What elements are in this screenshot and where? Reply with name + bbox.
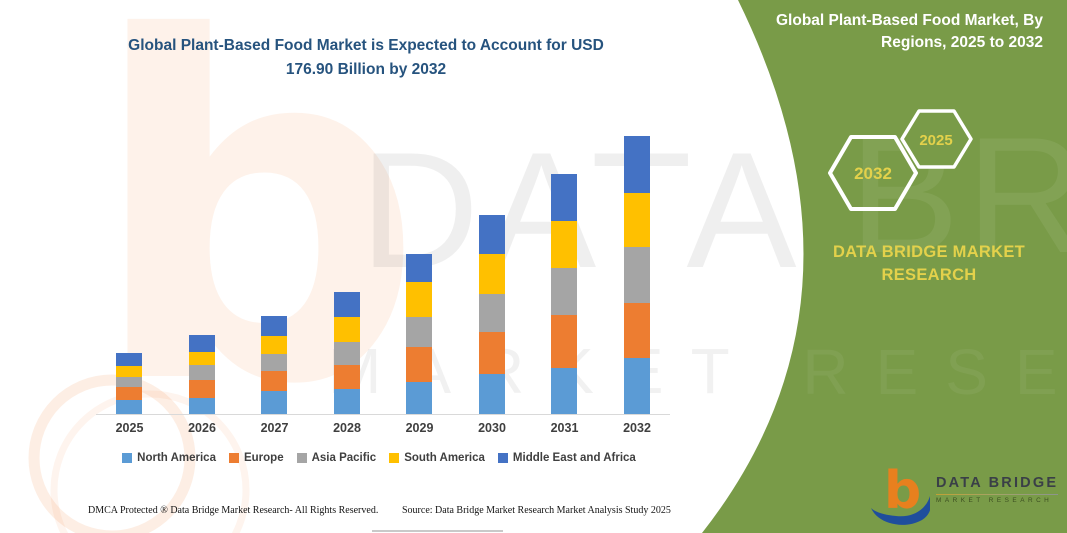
watermark-b-monogram: b <box>88 0 425 487</box>
bar-segment-2030-north-america <box>478 373 505 414</box>
x-axis-label-2031: 2031 <box>550 421 579 435</box>
logo-divider <box>936 494 1059 495</box>
legend-swatch-icon <box>389 453 400 463</box>
legend-label: Europe <box>243 452 284 464</box>
bar-segment-2029-middle-east-and-africa <box>406 253 433 283</box>
hexagon-2025-label: 2025 <box>919 132 952 149</box>
legend-label: South America <box>404 452 485 464</box>
legend-item-north-america: North America <box>122 452 216 464</box>
x-axis-labels: 2025 2026 2027 2028 2029 2030 2031 2032 <box>93 421 673 439</box>
chart-title: Global Plant-Based Food Market is Expect… <box>128 37 604 78</box>
footer-source-text: Source: Data Bridge Market Research Mark… <box>402 505 671 516</box>
bar-segment-2025-south-america <box>116 365 143 378</box>
bar-segment-2029-asia-pacific <box>406 317 433 348</box>
legend-label: Asia Pacific <box>311 452 377 464</box>
bar-segment-2030-asia-pacific <box>478 293 505 333</box>
bar-segment-2032-north-america <box>623 357 650 414</box>
logo-title: DATA BRIDGE <box>936 475 1059 491</box>
stacked-bar-plot <box>93 118 673 414</box>
bar-segment-2026-europe <box>188 379 215 399</box>
legend-item-south-america: South America <box>389 452 485 464</box>
bar-segment-2025-middle-east-and-africa <box>116 353 143 366</box>
x-axis-line <box>96 414 670 415</box>
chart-legend: North America Europe Asia Pacific South Ame… <box>85 452 673 464</box>
legend-label: Middle East and Africa <box>512 452 636 464</box>
bar-segment-2027-middle-east-and-africa <box>261 315 288 336</box>
bar-segment-2031-middle-east-and-africa <box>551 173 578 222</box>
bar-segment-2027-asia-pacific <box>261 354 288 371</box>
bar-segment-2032-europe <box>623 302 650 358</box>
bar-segment-2029-south-america <box>406 282 433 318</box>
bar-segment-2032-middle-east-and-africa <box>623 135 650 193</box>
legend-label: North America <box>137 452 216 464</box>
bar-segment-2027-north-america <box>261 391 288 414</box>
bar-segment-2028-asia-pacific <box>333 341 360 365</box>
logo-subtitle: MARKET RESEARCH <box>936 497 1053 504</box>
hexagon-2032-label: 2032 <box>854 164 892 183</box>
bar-segment-2027-europe <box>261 370 288 392</box>
bar-segment-2028-south-america <box>333 317 360 342</box>
bar-segment-2025-north-america <box>116 399 143 414</box>
bar-segment-2026-asia-pacific <box>188 364 215 380</box>
panel-watermark-sub: MARKET RESEARCH <box>330 336 1067 408</box>
bar-segment-2031-south-america <box>551 221 578 269</box>
bar-segment-2030-middle-east-and-africa <box>478 215 505 254</box>
x-axis-label-2029: 2029 <box>405 421 434 435</box>
x-axis-label-2030: 2030 <box>478 421 506 435</box>
bar-segment-2026-north-america <box>188 398 215 414</box>
bar-segment-2025-asia-pacific <box>116 377 143 387</box>
x-axis-label-2025: 2025 <box>115 421 144 435</box>
legend-item-europe: Europe <box>228 452 284 464</box>
bar-segment-2032-south-america <box>623 192 650 247</box>
legend-swatch-icon <box>497 453 508 463</box>
bar-segment-2028-europe <box>333 364 360 389</box>
legend-item-middle-east-and-africa: Middle East and Africa <box>497 452 636 464</box>
bar-segment-2026-middle-east-and-africa <box>188 335 215 352</box>
hexagon-2025 <box>900 109 973 169</box>
bar-segment-2029-north-america <box>406 382 433 414</box>
panel-title: Global Plant-Based Food Market, By Regio… <box>776 12 1043 51</box>
bar-segment-2031-asia-pacific <box>551 268 578 315</box>
footer-dmca-text: DMCA Protected ® Data Bridge Market Rese… <box>88 505 379 516</box>
x-axis-label-2026: 2026 <box>188 421 216 435</box>
watermark-ring <box>28 374 250 533</box>
bar-segment-2031-europe <box>551 314 578 369</box>
bar-segment-2029-europe <box>406 347 433 383</box>
bar-segment-2025-europe <box>116 386 143 400</box>
bar-segment-2030-europe <box>478 332 505 374</box>
bar-segment-2028-north-america <box>333 389 360 414</box>
hexagon-2032 <box>828 135 918 211</box>
x-axis-label-2028: 2028 <box>333 421 361 435</box>
bar-segment-2028-middle-east-and-africa <box>333 292 360 318</box>
svg-text:b: b <box>884 461 921 521</box>
legend-swatch-icon <box>122 453 133 463</box>
bar-segment-2030-south-america <box>478 253 505 294</box>
bottom-rule <box>372 530 503 532</box>
brand-name: DATA BRIDGE MARKET RESEARCH <box>832 243 1026 284</box>
bar-segment-2032-asia-pacific <box>623 246 650 303</box>
bar-segment-2027-south-america <box>261 336 288 355</box>
year-hexagons: 2032 2025 <box>828 109 973 211</box>
legend-item-asia-pacific: Asia Pacific <box>296 452 377 464</box>
bar-segment-2026-south-america <box>188 351 215 365</box>
x-axis-label-2032: 2032 <box>623 421 651 435</box>
legend-swatch-icon <box>228 453 239 463</box>
x-axis-label-2027: 2027 <box>260 421 289 435</box>
legend-swatch-icon <box>296 453 307 463</box>
bar-segment-2031-north-america <box>551 368 578 414</box>
data-bridge-logo: b DATA BRIDGE MARKET RESEARCH <box>870 458 1059 528</box>
logo-b-monogram-icon: b <box>871 461 930 525</box>
